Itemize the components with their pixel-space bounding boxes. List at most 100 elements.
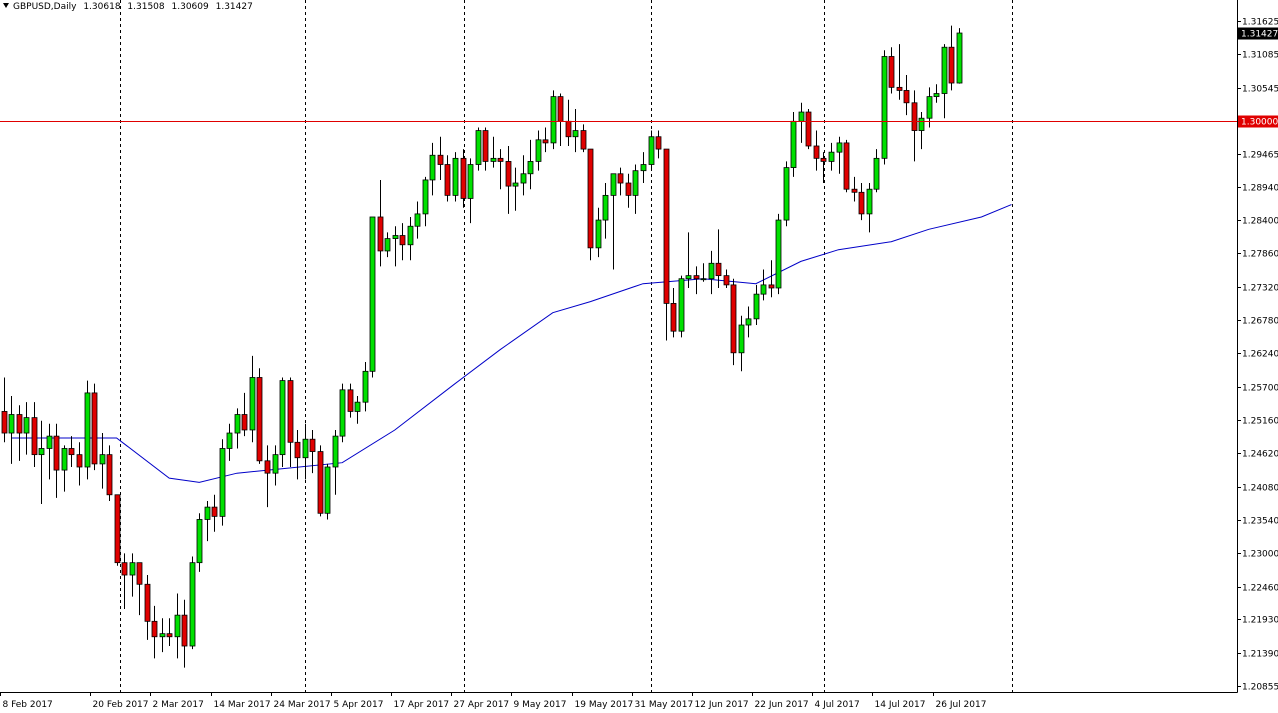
candle (836, 136, 843, 174)
candle (46, 423, 53, 480)
candle (249, 355, 256, 443)
candle-body (99, 454, 106, 465)
candle-body (234, 414, 241, 434)
candle-body (858, 191, 865, 215)
candle-body (226, 432, 233, 449)
candle-body (873, 157, 880, 190)
candles-layer (1, 25, 963, 668)
candle-body (159, 633, 166, 638)
candle-body (505, 161, 512, 187)
candle-body (723, 275, 730, 286)
candle (550, 90, 557, 150)
candle-body (482, 130, 489, 162)
candle-body (572, 130, 579, 138)
candle (617, 167, 624, 196)
time-tick-label: 8 Feb 2017 (3, 700, 53, 710)
candle-body (249, 377, 256, 431)
candle (429, 142, 436, 196)
candle-body (347, 389, 354, 412)
candle-body (241, 414, 248, 431)
candle (475, 127, 482, 171)
candle (813, 130, 820, 171)
high-value: 1.31508 (127, 2, 165, 12)
candle (753, 284, 760, 326)
candle (632, 164, 639, 214)
candle (467, 158, 474, 224)
candle-body (640, 164, 647, 172)
candle (324, 463, 331, 520)
candle (956, 28, 963, 84)
candle (745, 306, 752, 338)
collapse-triangle-icon[interactable] (3, 3, 9, 8)
candle (595, 207, 602, 258)
price-axis: 1.31625 1.31085 1.30545 1.29465 1.28940 1.284… (1237, 18, 1278, 693)
candle (23, 402, 30, 455)
candle (715, 229, 722, 288)
candle (933, 84, 940, 103)
candle (407, 216, 414, 261)
candle-body (38, 448, 45, 456)
time-tick-label: 31 May 2017 (635, 700, 694, 710)
time-tick-label: 4 Jul 2017 (815, 700, 860, 710)
candle-body (136, 562, 143, 585)
candle (941, 44, 948, 119)
price-tick-label: 1.24080 (1242, 484, 1278, 494)
candle (602, 183, 609, 239)
candle (587, 148, 594, 261)
candle (414, 201, 421, 239)
candle-body (91, 392, 98, 465)
candle (851, 176, 858, 202)
candle (99, 433, 106, 489)
candle (204, 500, 211, 542)
candle (708, 250, 715, 295)
candle (775, 213, 782, 295)
candle (287, 377, 294, 467)
candle-body (429, 154, 436, 181)
candle-body (444, 164, 451, 196)
candle (881, 50, 888, 165)
candle (640, 152, 647, 184)
candle (911, 90, 918, 162)
candle-body (256, 377, 263, 462)
candle-body (302, 438, 309, 459)
candle (783, 161, 790, 227)
candle (256, 368, 263, 464)
candle-body (354, 401, 361, 412)
candle (384, 232, 391, 258)
candle-body (580, 130, 587, 150)
candle (226, 423, 233, 461)
candle (693, 266, 700, 295)
candle (279, 377, 286, 467)
candle-body (896, 86, 903, 91)
candle (903, 75, 910, 116)
candle-body (392, 235, 399, 239)
candle-body (730, 284, 737, 354)
current-price-tag-label: 1.31427 (1241, 30, 1278, 40)
candle-body (648, 136, 655, 165)
candle (444, 155, 451, 202)
candle (68, 436, 75, 467)
candle-body (805, 111, 812, 147)
candle (655, 130, 662, 159)
candle-body (550, 96, 557, 144)
candle-body (76, 454, 83, 468)
candle (926, 87, 933, 128)
candle-body (512, 182, 519, 187)
candle (136, 562, 143, 616)
time-tick-label: 2 Mar 2017 (153, 700, 204, 710)
candle (505, 145, 512, 214)
candle (896, 44, 903, 100)
candle-body (8, 414, 15, 434)
candle-body (557, 96, 564, 122)
time-tick-label: 5 Apr 2017 (334, 700, 384, 710)
time-tick-label: 12 Jun 2017 (695, 700, 749, 710)
candle-body (700, 278, 707, 281)
candle-body (670, 303, 677, 332)
candle-body (843, 142, 850, 190)
period-separators (120, 0, 1013, 692)
price-tick-label: 1.25160 (1242, 417, 1278, 427)
candle-body (166, 633, 173, 638)
candle (114, 494, 121, 566)
candle-body (610, 173, 617, 196)
candle (347, 383, 354, 418)
